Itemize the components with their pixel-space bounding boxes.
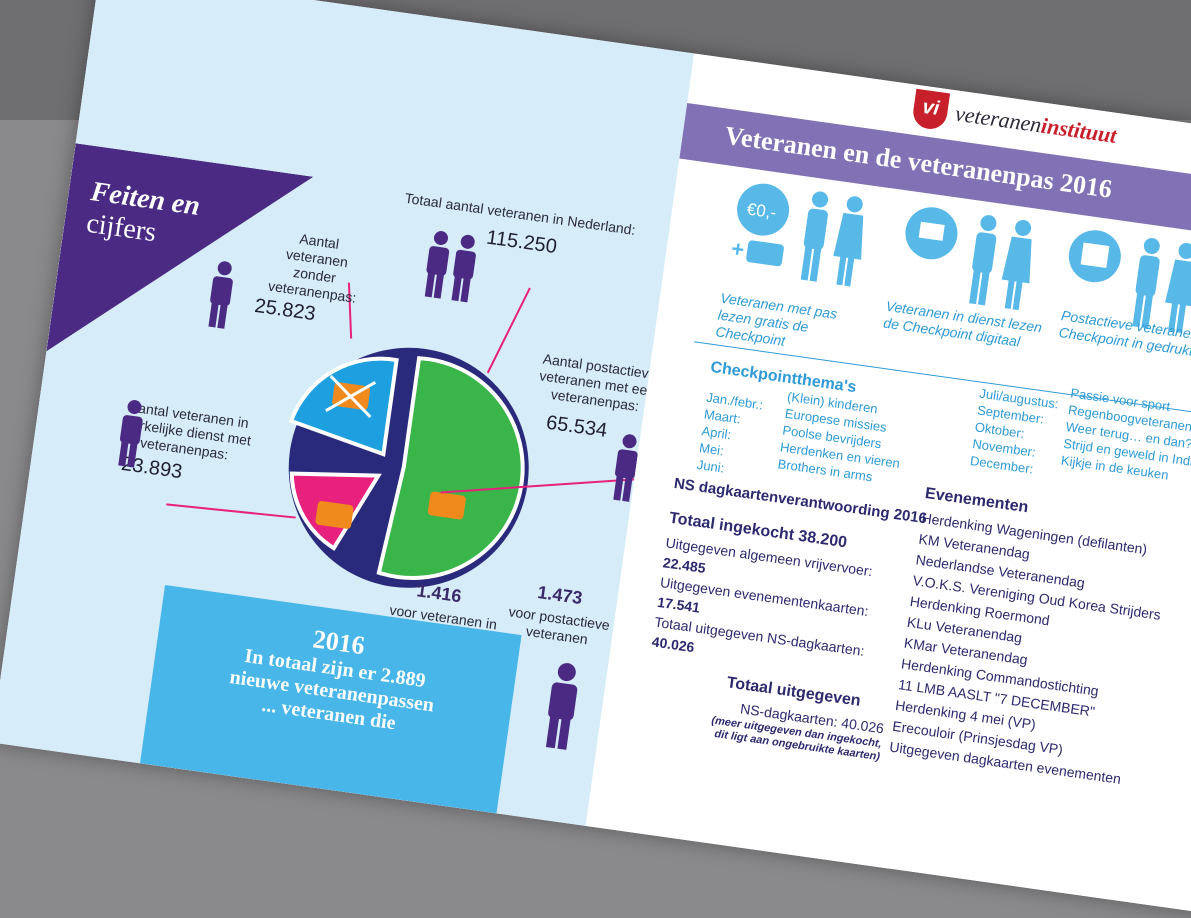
callout-lines — [166, 282, 635, 519]
zonder-label: Aantal veteranen zonder veteranenpas: — [267, 230, 358, 306]
svg-text:+: + — [730, 236, 746, 263]
person-icon — [208, 261, 233, 329]
card-icon-green — [427, 491, 466, 520]
person-icon — [613, 434, 638, 502]
card-icon-pink — [315, 501, 354, 529]
logo-shield: vi — [911, 88, 951, 132]
two-people-icon — [424, 231, 476, 303]
months-right: Juli/augustus: September: Oktober: Novem… — [969, 385, 1060, 480]
two-people-icon — [1132, 238, 1191, 334]
right-page: vi veteraneninstituut Veteranen en de ve… — [585, 53, 1191, 918]
svg-text:€0,-: €0,- — [746, 199, 778, 222]
logo-text-a: veteranen — [953, 100, 1044, 138]
two-people-icon — [800, 191, 864, 287]
events-list: Herdenking Wageningen (defilanten) KM Ve… — [888, 508, 1171, 792]
logo-text-b: instituut — [1039, 112, 1119, 148]
pie-slice-postactief — [376, 356, 525, 580]
themes-left: (Klein) kinderen Europese missies Poolse… — [777, 388, 908, 489]
themes-right: Passie voor sport Regenboogveteranen Wee… — [1060, 384, 1191, 487]
pie-chart — [288, 347, 529, 588]
card-icon — [746, 240, 784, 267]
euro-icon — [737, 183, 790, 236]
months-left: Jan./febr.: Maart: April: Mei: Juni: — [696, 389, 764, 481]
cross-line — [325, 381, 377, 413]
icon-row: €0,- + — [730, 183, 1191, 334]
left-page: Feiten en cijfers Totaal aantal veterane… — [0, 0, 695, 826]
saluting-people-icon — [969, 215, 1032, 311]
saluting-person-icon — [118, 400, 143, 468]
ns-list: Uitgegeven algemeen vrijvervoer: 22.485 … — [651, 532, 877, 680]
